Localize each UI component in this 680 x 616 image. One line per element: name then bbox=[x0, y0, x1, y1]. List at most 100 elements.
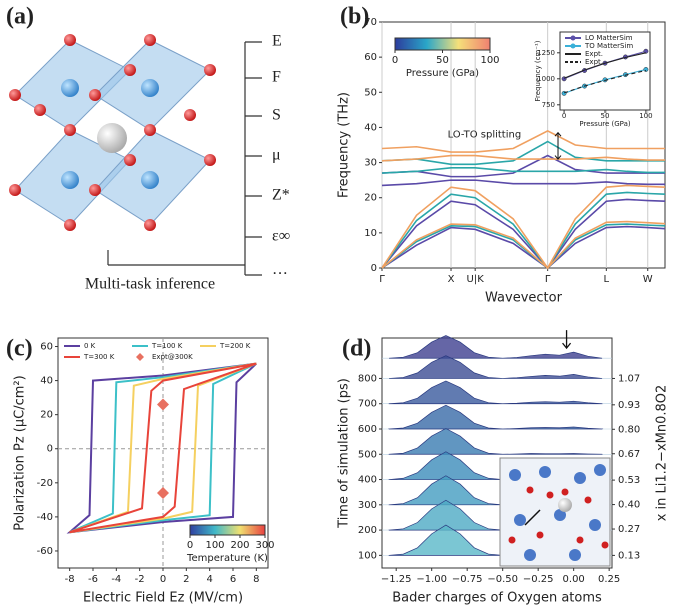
y-tick-label: 60 bbox=[364, 52, 377, 63]
x-tick-label: -6 bbox=[88, 574, 98, 585]
x-tick-label: −1.25 bbox=[381, 574, 412, 585]
y-tick-label: -20 bbox=[37, 478, 53, 489]
y-tick-label: 50 bbox=[364, 87, 377, 98]
x-tick-label: L bbox=[604, 274, 610, 285]
y-tick-label: 20 bbox=[40, 410, 53, 421]
x-tick-label: 6 bbox=[230, 574, 236, 585]
ridge-area bbox=[388, 428, 603, 455]
x-axis-label: Wavevector bbox=[485, 291, 563, 306]
legend-label: TO MatterSim bbox=[584, 42, 633, 50]
x-tick-label: U|K bbox=[467, 274, 485, 285]
x-tick-label: 0.00 bbox=[563, 574, 585, 585]
series-line bbox=[381, 167, 665, 174]
y-tick-label: 200 bbox=[358, 525, 377, 536]
y2-tick-label: 0.13 bbox=[618, 550, 640, 561]
y-axis-label: Frequency (THz) bbox=[337, 92, 352, 198]
annotation-arrow bbox=[554, 131, 562, 160]
legend-label: Expt@300K bbox=[152, 353, 193, 361]
x-axis-label: Electric Field Ez (MV/cm) bbox=[83, 591, 243, 606]
x-tick-label: 100 bbox=[639, 112, 652, 120]
bracket bbox=[107, 41, 262, 276]
x-tick-label: −0.25 bbox=[523, 574, 554, 585]
colorbar-tick-label: 200 bbox=[230, 540, 249, 551]
property-label: μ bbox=[272, 147, 281, 164]
point bbox=[643, 66, 649, 72]
y-tick-label: 70 bbox=[364, 17, 377, 28]
ridge-area bbox=[389, 335, 603, 359]
property-label: S bbox=[272, 107, 281, 124]
atom bbox=[141, 79, 159, 97]
y2-axis-label: x in Li1.2−xMn0.8O2 bbox=[655, 385, 670, 522]
series-line bbox=[381, 140, 665, 166]
y-tick-label: 500 bbox=[358, 449, 377, 460]
y2-tick-label: 0.40 bbox=[618, 500, 640, 511]
x-tick-label: −1.00 bbox=[416, 574, 447, 585]
x-axis-label: Pressure (GPa) bbox=[579, 120, 630, 128]
x-tick-label: 0.25 bbox=[598, 574, 620, 585]
point bbox=[157, 398, 169, 411]
y-tick-label: 30 bbox=[364, 158, 377, 169]
x-tick-label: -4 bbox=[111, 574, 121, 585]
legend-label: T=200 K bbox=[219, 342, 251, 350]
x-tick-label: −0.75 bbox=[452, 574, 483, 585]
legend-label: Expt. bbox=[585, 58, 603, 66]
y2-tick-label: 0.53 bbox=[618, 475, 640, 486]
y-tick-label: 300 bbox=[358, 500, 377, 511]
point bbox=[643, 48, 649, 54]
x-tick-label: 0 bbox=[160, 574, 166, 585]
legend-swatch bbox=[570, 35, 576, 41]
colorbar bbox=[394, 37, 491, 51]
series-line bbox=[69, 362, 257, 534]
x-tick-label: 50 bbox=[601, 112, 610, 120]
y-tick-label: -60 bbox=[37, 546, 53, 557]
x-axis-label: Bader charges of Oxygen atoms bbox=[392, 591, 602, 606]
caption: Multi-task inference bbox=[85, 276, 215, 293]
legend-label: LO MatterSim bbox=[585, 34, 633, 42]
colorbar bbox=[189, 524, 266, 536]
series-line bbox=[381, 130, 665, 153]
atom bbox=[61, 171, 79, 189]
legend-label: Expt. bbox=[585, 50, 603, 58]
atom bbox=[61, 79, 79, 97]
series-line bbox=[563, 52, 647, 79]
y-tick-label: 100 bbox=[358, 550, 377, 561]
atom bbox=[97, 123, 127, 153]
series-line bbox=[381, 154, 665, 178]
colorbar-tick-label: 0 bbox=[392, 55, 398, 66]
legend-label: T=300 K bbox=[83, 353, 115, 361]
ridge-area bbox=[389, 355, 603, 379]
panel-label: (c) bbox=[6, 336, 33, 362]
y-tick-label: 20 bbox=[364, 193, 377, 204]
colorbar-label: Pressure (GPa) bbox=[406, 68, 479, 79]
colorbar-tick-label: 100 bbox=[480, 55, 499, 66]
colorbar-tick-label: 100 bbox=[205, 540, 224, 551]
y-tick-label: 0 bbox=[47, 444, 53, 455]
ridge-area bbox=[388, 380, 603, 405]
series-line bbox=[381, 179, 665, 187]
y-tick-label: 400 bbox=[358, 475, 377, 486]
y-axis-label: Polarization Pz (μC/cm²) bbox=[13, 375, 28, 530]
y2-tick-label: 0.80 bbox=[618, 424, 640, 435]
property-label: E bbox=[272, 33, 282, 50]
x-tick-label: W bbox=[643, 274, 653, 285]
y2-tick-label: 1.07 bbox=[618, 373, 640, 384]
y-tick-label: 1000 bbox=[537, 75, 555, 83]
colorbar-label: Temperature (K) bbox=[186, 553, 268, 564]
x-tick-label: 2 bbox=[183, 574, 189, 585]
y-axis-label: Time of simulation (ps) bbox=[337, 378, 352, 529]
y-tick-label: 800 bbox=[358, 373, 377, 384]
y2-tick-label: 0.93 bbox=[618, 400, 640, 411]
legend-swatch bbox=[136, 353, 144, 361]
panel-label: (a) bbox=[6, 4, 34, 30]
y-tick-label: 0 bbox=[371, 263, 377, 274]
x-tick-label: -2 bbox=[135, 574, 145, 585]
annotation-arrow bbox=[562, 330, 572, 350]
structure-inset bbox=[499, 457, 611, 567]
atom bbox=[141, 171, 159, 189]
series-line bbox=[381, 154, 665, 162]
property-label: ε∞ bbox=[272, 228, 290, 245]
x-tick-label: 4 bbox=[206, 574, 212, 585]
colorbar-tick-label: 300 bbox=[255, 540, 274, 551]
y-tick-label: 40 bbox=[364, 122, 377, 133]
